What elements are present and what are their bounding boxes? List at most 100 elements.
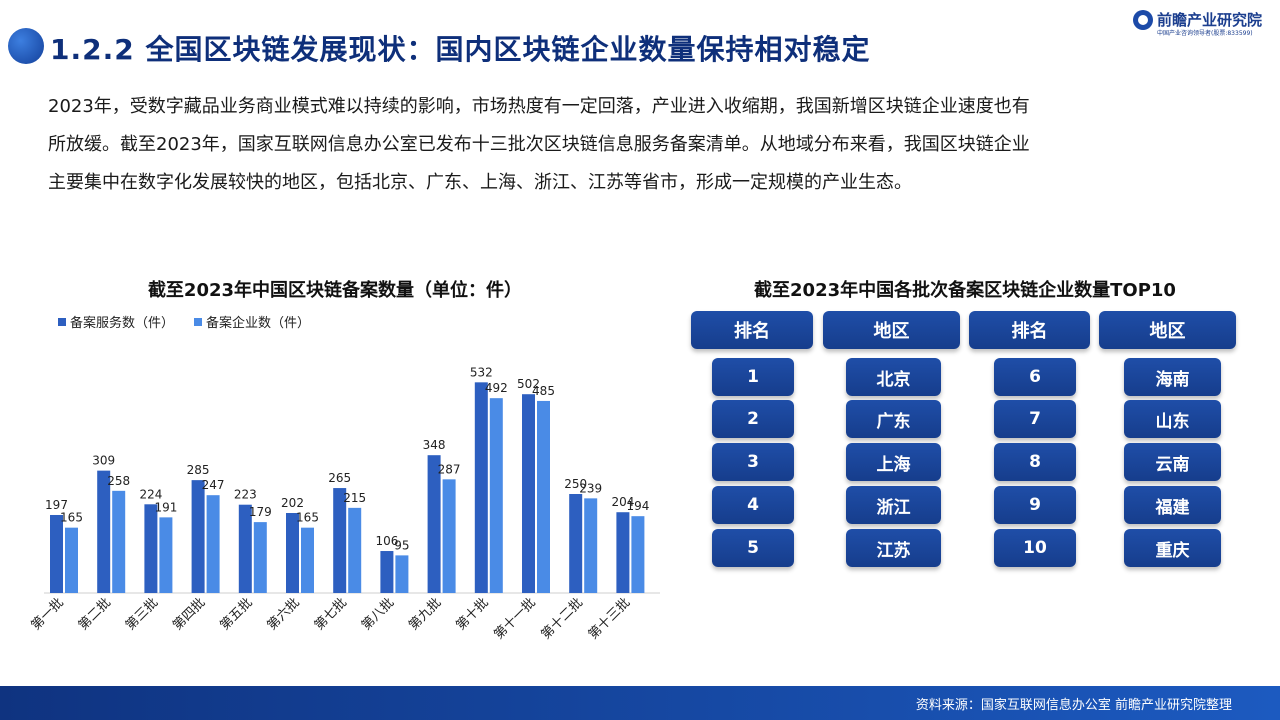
- region-cell: 山东: [1124, 400, 1221, 438]
- x-tick-label: 第七批: [312, 595, 350, 633]
- bar-enterprise: [348, 507, 362, 593]
- x-tick-label: 第十三批: [586, 595, 633, 642]
- x-tick-label: 第八批: [359, 595, 397, 633]
- x-tick-label: 第十二批: [539, 595, 586, 642]
- region-cell: 海南: [1124, 358, 1221, 396]
- logo-mark-icon: [1133, 10, 1153, 30]
- data-label: 202: [281, 496, 304, 510]
- region-cell: 上海: [846, 443, 941, 481]
- bar-service: [144, 504, 158, 593]
- table-title: 截至2023年中国各批次备案区块链企业数量TOP10: [754, 280, 1176, 301]
- bar-service: [474, 382, 488, 593]
- legend-label-enterprise: 备案企业数（件）: [206, 316, 311, 331]
- data-label: 197: [45, 498, 68, 512]
- bar-service: [50, 514, 63, 593]
- data-label: 106: [375, 534, 398, 548]
- x-tick-label: 第九批: [406, 595, 444, 633]
- region-cell: 福建: [1124, 486, 1221, 524]
- rank-cell: 4: [712, 486, 794, 524]
- bar-enterprise: [537, 400, 550, 593]
- bar-enterprise: [631, 516, 645, 593]
- x-tick-label: 第十批: [453, 595, 491, 633]
- legend-item-service: 备案服务数（件）: [58, 312, 174, 331]
- region-cell: 江苏: [846, 529, 941, 567]
- source-note: 资料来源：国家互联网信息办公室 前瞻产业研究院整理: [915, 698, 1232, 713]
- data-label: 95: [394, 538, 409, 552]
- intro-paragraph: 2023年，受数字藏品业务商业模式难以持续的影响，市场热度有一定回落，产业进入收…: [48, 88, 1228, 202]
- x-tick-label: 第三批: [123, 595, 161, 633]
- intro-line: 主要集中在数字化发展较快的地区，包括北京、广东、上海、浙江、江苏等省市，形成一定…: [48, 172, 912, 193]
- intro-line: 2023年，受数字藏品业务商业模式难以持续的影响，市场热度有一定回落，产业进入收…: [48, 96, 1030, 117]
- chart-title: 截至2023年中国区块链备案数量（单位：件）: [147, 280, 523, 301]
- table-header-rank-right: 排名: [969, 311, 1090, 349]
- data-label: 287: [438, 462, 461, 476]
- table-header-region-left: 地区: [823, 311, 960, 349]
- x-tick-label: 第二批: [76, 595, 114, 633]
- title-bullet-icon: [8, 28, 44, 64]
- data-label: 485: [532, 384, 555, 398]
- bar-service: [380, 551, 394, 593]
- data-label: 309: [92, 454, 115, 468]
- data-label: 250: [564, 477, 587, 491]
- bar-service: [97, 470, 111, 593]
- bar-enterprise: [489, 398, 503, 593]
- data-label: 239: [579, 481, 602, 495]
- data-label: 224: [139, 487, 162, 501]
- rank-cell: 10: [994, 529, 1076, 567]
- bar-service: [427, 455, 441, 593]
- bar-enterprise: [159, 517, 173, 593]
- data-label: 247: [202, 478, 225, 492]
- data-label: 191: [154, 500, 177, 514]
- bar-enterprise: [112, 490, 126, 593]
- data-label: 258: [107, 474, 130, 488]
- x-tick-label: 第六批: [265, 595, 303, 633]
- legend-swatch-enterprise: [194, 317, 203, 326]
- data-label: 492: [485, 381, 508, 395]
- data-label: 348: [423, 438, 446, 452]
- intro-line: 所放缓。截至2023年，国家互联网信息办公室已发布十三批次区块链信息服务备案清单…: [48, 134, 1030, 155]
- data-label: 285: [187, 463, 210, 477]
- data-label: 204: [611, 495, 634, 509]
- rank-cell: 6: [994, 358, 1076, 396]
- region-cell: 北京: [846, 358, 941, 396]
- page-title: 1.2.2 全国区块链发展现状：国内区块链企业数量保持相对稳定: [50, 33, 871, 66]
- bar-service: [333, 488, 347, 593]
- rank-cell: 8: [994, 443, 1076, 481]
- data-label: 165: [296, 511, 319, 525]
- bar-service: [286, 513, 299, 593]
- bar-enterprise: [65, 527, 78, 593]
- data-label: 502: [517, 377, 540, 391]
- bar-enterprise: [253, 522, 267, 593]
- x-tick-label: 第一批: [29, 595, 67, 633]
- rank-cell: 5: [712, 529, 794, 567]
- legend-item-enterprise: 备案企业数（件）: [194, 312, 310, 331]
- x-tick-label: 第十一批: [491, 595, 538, 642]
- data-label: 265: [328, 471, 351, 485]
- bar-chart: 197165第一批309258第二批224191第三批285247第四批2231…: [29, 365, 660, 643]
- bar-enterprise: [584, 498, 598, 593]
- legend-swatch-service: [58, 317, 66, 326]
- data-label: 215: [343, 491, 366, 505]
- logo-subtext: 中国产业咨询领导者(股票:833599): [1157, 30, 1253, 37]
- data-label: 223: [234, 488, 257, 502]
- logo-text: 前瞻产业研究院: [1157, 11, 1263, 29]
- bar-enterprise: [206, 495, 220, 593]
- bar-enterprise: [395, 555, 409, 593]
- x-tick-label: 第四批: [170, 595, 208, 633]
- region-cell: 浙江: [846, 486, 941, 524]
- bar-service: [522, 394, 535, 593]
- chart-legend: 备案服务数（件） 备案企业数（件）: [58, 312, 310, 331]
- data-label: 165: [60, 511, 83, 525]
- bar-enterprise: [301, 527, 314, 593]
- data-label: 194: [626, 499, 649, 513]
- legend-label-service: 备案服务数（件）: [70, 316, 175, 331]
- rank-cell: 7: [994, 400, 1076, 438]
- bar-enterprise: [442, 479, 456, 593]
- bar-service: [238, 504, 252, 593]
- region-cell: 重庆: [1124, 529, 1221, 567]
- bar-service: [616, 512, 630, 593]
- bar-service: [191, 480, 205, 593]
- logo: 前瞻产业研究院 中国产业咨询领导者(股票:833599): [1133, 8, 1273, 38]
- rank-cell: 9: [994, 486, 1076, 524]
- data-label: 532: [470, 365, 493, 379]
